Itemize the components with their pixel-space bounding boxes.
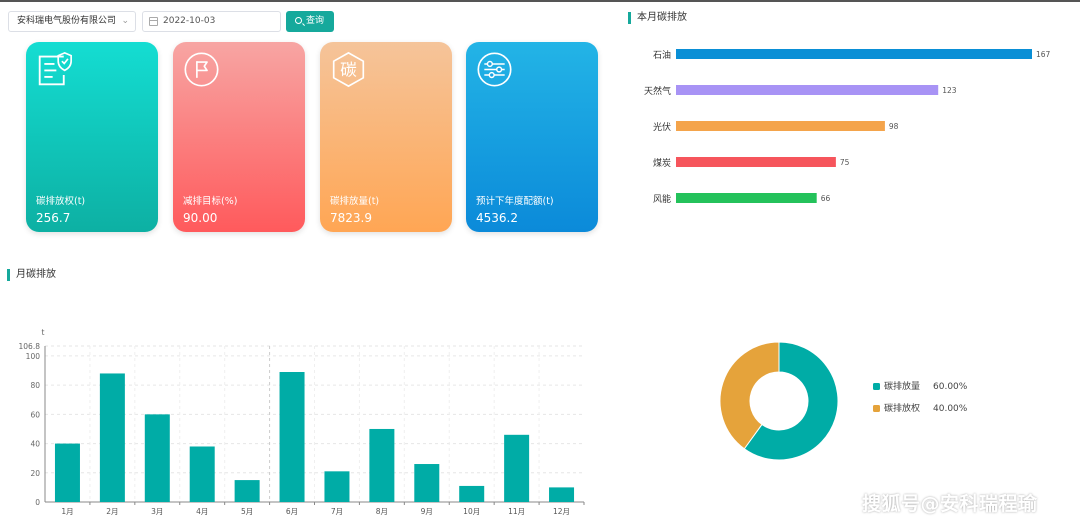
calendar-icon [149, 17, 158, 26]
flag-icon [184, 52, 219, 87]
x-tick-label: 5月 [241, 507, 253, 516]
x-tick-label: 10月 [463, 507, 480, 516]
card-label: 预计下年度配额(t) [476, 196, 554, 207]
card-carbon-allowance: 碳排放权(t) 256.7 [26, 42, 158, 232]
x-tick-label: 3月 [151, 507, 163, 516]
column-bar [99, 373, 125, 502]
carbon-hexagon-icon: 碳 [332, 51, 365, 88]
x-tick-label: 6月 [286, 507, 298, 516]
certificate-shield-icon [38, 51, 72, 86]
x-tick-label: 12月 [553, 507, 570, 516]
hbar-value-label: 66 [821, 194, 831, 203]
search-icon [295, 17, 302, 24]
column-bar [234, 480, 260, 502]
company-select-value: 安科瑞电气股份有限公司 [17, 16, 117, 26]
hbar-bar [676, 85, 939, 95]
y-tick-label: 60 [30, 410, 40, 419]
legend-label: 碳排放量 [884, 380, 920, 392]
top-border [0, 0, 1080, 2]
y-tick-label: 80 [30, 381, 40, 390]
hbar-value-label: 123 [942, 86, 957, 95]
x-tick-label: 1月 [61, 507, 73, 516]
hbar-value-label: 75 [840, 158, 850, 167]
x-tick-label: 11月 [508, 507, 525, 516]
watermark: 搜狐号@安科瑞程瑜 [862, 493, 1038, 515]
query-button[interactable]: 查询 [286, 11, 334, 32]
card-label: 减排目标(%) [183, 196, 238, 207]
card-carbon-emission: 碳 碳排放量(t) 7823.9 [320, 42, 452, 232]
card-icon-text: 碳 [340, 61, 357, 80]
card-value: 4536.2 [476, 211, 518, 225]
card-label: 碳排放量(t) [330, 196, 380, 207]
column-bar [549, 487, 575, 502]
chevron-down-icon: ⌄ [121, 16, 129, 26]
hbar-value-label: 98 [889, 122, 899, 131]
column-bar [189, 446, 215, 502]
donut-chart-svg: 碳排放量 60.00% 碳排放权 40.00% [719, 341, 968, 461]
hbar-category-label: 煤炭 [653, 157, 671, 169]
hbar-bar [676, 49, 1032, 59]
column-bar [414, 464, 440, 502]
yearly-emission-title: 月碳排放 [7, 269, 56, 281]
hbar-value-label: 167 [1036, 50, 1051, 59]
donut-slice [743, 341, 839, 461]
legend-label: 碳排放权 [884, 402, 920, 414]
hbar-category-label: 风能 [653, 193, 671, 205]
legend-swatch [873, 405, 880, 412]
legend-percent: 40.00% [933, 404, 968, 414]
x-tick-label: 4月 [196, 507, 208, 516]
x-tick-label: 8月 [376, 507, 388, 516]
legend-swatch [873, 383, 880, 390]
column-bar [144, 414, 170, 502]
column-bar [324, 471, 350, 502]
y-tick-label: 0 [35, 498, 40, 507]
emission-share-chart: 碳排放量 60.00% 碳排放权 40.00% [700, 330, 1000, 470]
sliders-icon [477, 52, 512, 87]
column-bar [504, 434, 530, 502]
hbar-bar [676, 193, 817, 203]
monthly-emission-chart: 石油 167 天然气 123 光伏 98 煤炭 75 风能 66 [600, 35, 1080, 225]
date-picker[interactable]: 2022-10-03 [142, 11, 281, 32]
legend-percent: 60.00% [933, 382, 968, 392]
hbar-category-label: 光伏 [653, 121, 671, 133]
hbar-category-label: 天然气 [644, 85, 671, 97]
x-tick-label: 2月 [106, 507, 118, 516]
column-bar [369, 428, 395, 502]
yearly-emission-chart: 0 20 40 60 80 100 106.8 t 1月 2月 3月 4月 5月 6月 7月 8月 9月 10月 1… [0, 316, 600, 526]
card-next-year-quota: 预计下年度配额(t) 4536.2 [466, 42, 598, 232]
card-label: 碳排放权(t) [36, 196, 86, 207]
y-tick-label: 40 [30, 440, 40, 449]
hbar-bar [676, 121, 885, 131]
hbar-bar [676, 157, 836, 167]
y-tick-label: 100 [26, 352, 41, 361]
company-select[interactable]: 安科瑞电气股份有限公司 ⌄ [8, 11, 136, 32]
y-tick-label: 20 [30, 469, 40, 478]
card-reduction-target: 减排目标(%) 90.00 [173, 42, 305, 232]
date-value: 2022-10-03 [163, 16, 216, 26]
donut-slice [719, 341, 780, 450]
hbar-category-label: 石油 [653, 49, 671, 61]
column-bar [279, 372, 305, 502]
y-max-label: 106.8 [19, 342, 41, 351]
x-tick-label: 7月 [331, 507, 343, 516]
column-bar [459, 485, 485, 502]
card-value: 90.00 [183, 211, 218, 225]
card-value: 256.7 [36, 211, 71, 225]
query-button-label: 查询 [305, 16, 324, 26]
monthly-emission-title: 本月碳排放 [628, 12, 687, 24]
card-value: 7823.9 [330, 211, 372, 225]
column-bar [54, 443, 80, 502]
x-tick-label: 9月 [421, 507, 433, 516]
y-axis-unit: t [42, 328, 45, 337]
hbar-chart-svg: 石油 167 天然气 123 光伏 98 煤炭 75 风能 66 [644, 49, 1051, 205]
